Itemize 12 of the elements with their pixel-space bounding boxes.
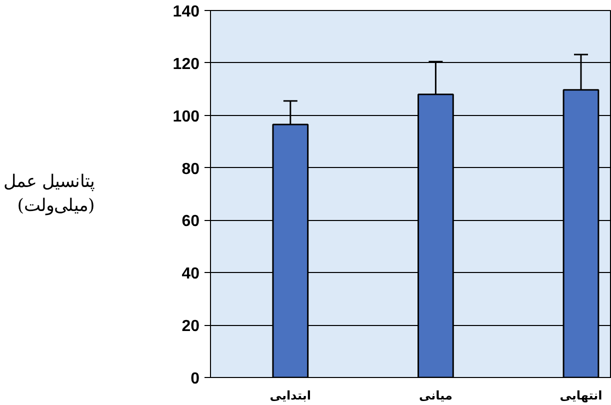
y-tick-label: 0 (190, 370, 200, 388)
y-tick-label: 80 (182, 160, 200, 178)
y-tick-label: 120 (172, 56, 200, 73)
x-tick-label: انتهایی (560, 388, 602, 402)
y-tick-label: 40 (182, 266, 200, 283)
y-tick-label: 100 (172, 108, 200, 126)
y-tick-label: 20 (182, 318, 200, 336)
x-tick-label: میانی (418, 388, 452, 402)
y-axis-title: پتانسیل عمل (میلی‌ولت) (3, 172, 95, 216)
x-tick-label: ابتدایی (270, 388, 312, 402)
y-tick-label: 60 (182, 213, 200, 230)
y-tick-label: 140 (172, 4, 200, 20)
